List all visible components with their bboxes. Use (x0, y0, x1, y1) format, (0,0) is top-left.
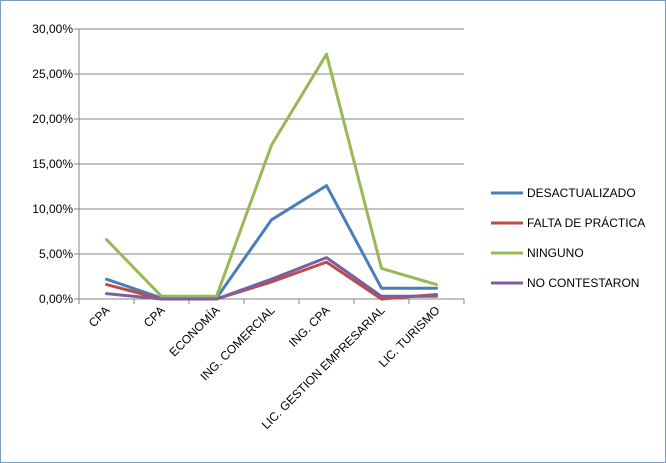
series-line-2 (105, 52, 438, 298)
y-tick-label: 0,00% (39, 292, 73, 306)
legend-label: NINGUNO (527, 246, 584, 260)
y-tick-label: 20,00% (32, 112, 73, 126)
legend-label: NO CONTESTARON (527, 276, 639, 290)
x-tick-label: CPA (141, 303, 168, 330)
y-tick-label: 5,00% (39, 247, 73, 261)
x-tick-label: ECONOMÍA (166, 303, 223, 360)
x-tick-label: CPA (86, 303, 113, 330)
y-tick-labels: 0,00% 5,00% 10,00% 15,00% 20,00% 25,00% 30,00% (32, 22, 73, 306)
legend-label: FALTA DE PRÁCTICA (527, 215, 645, 230)
series-lines (105, 52, 438, 301)
y-tick-label: 25,00% (32, 67, 73, 81)
y-tick-label: 10,00% (32, 202, 73, 216)
legend: DESACTUALIZADO FALTA DE PRÁCTICA NINGUNO NO… (491, 186, 645, 290)
x-tick-label: ING. CPA (286, 303, 333, 350)
y-tick-label: 30,00% (32, 22, 73, 36)
series-line-3 (105, 256, 438, 301)
gridlines (79, 28, 464, 255)
legend-label: DESACTUALIZADO (527, 186, 636, 200)
axes (74, 28, 465, 304)
y-tick-label: 15,00% (32, 157, 73, 171)
